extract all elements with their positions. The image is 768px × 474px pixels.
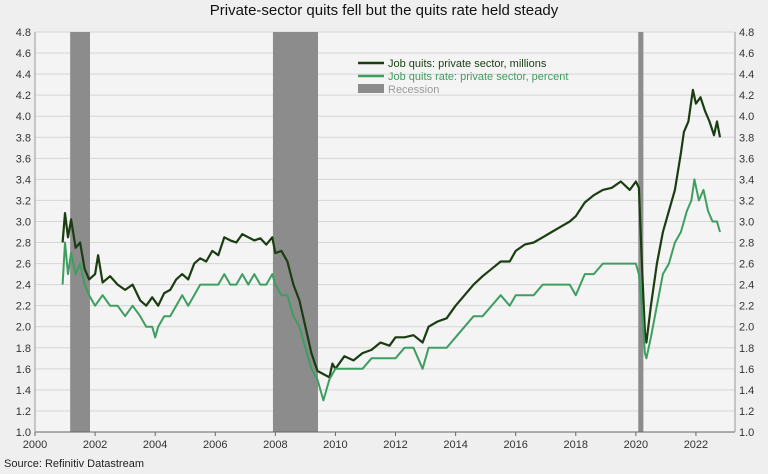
y-tick-label-right: 4.4 [739, 69, 754, 81]
y-tick-label-left: 2.4 [16, 280, 31, 292]
y-tick-label-right: 2.0 [739, 322, 754, 334]
y-tick-label-left: 1.6 [16, 364, 31, 376]
recession-band [272, 32, 319, 432]
legend-label-3: Recession [388, 84, 439, 96]
y-tick-label-right: 2.8 [739, 238, 754, 250]
y-tick-label-right: 1.0 [739, 427, 754, 439]
y-tick-label-left: 4.0 [16, 111, 31, 123]
y-tick-label-left: 1.4 [16, 385, 31, 397]
x-tick-label: 2006 [203, 439, 227, 451]
y-tick-label-right: 1.4 [739, 385, 754, 397]
source-note: Source: Refinitiv Datastream [4, 458, 144, 470]
y-tick-label-right: 3.8 [739, 132, 754, 144]
y-tick-label-right: 2.6 [739, 259, 754, 271]
x-tick-label: 2010 [323, 439, 347, 451]
y-tick-label-left: 2.6 [16, 259, 31, 271]
x-tick-label: 2016 [503, 439, 527, 451]
x-tick-label: 2002 [83, 439, 107, 451]
y-tick-label-left: 2.0 [16, 322, 31, 334]
y-tick-label-left: 3.2 [16, 195, 31, 207]
y-tick-label-right: 3.0 [739, 216, 754, 228]
legend-swatch-recession [358, 84, 384, 93]
x-tick-label: 2004 [143, 439, 167, 451]
x-tick-label: 2022 [684, 439, 708, 451]
y-tick-label-right: 3.6 [739, 153, 754, 165]
y-tick-label-right: 1.2 [739, 406, 754, 418]
series-line-1 [61, 88, 722, 379]
y-tick-label-right: 4.6 [739, 48, 754, 60]
y-tick-label-left: 3.0 [16, 216, 31, 228]
grid-lines [35, 31, 735, 433]
axes: 1.0 1.0 1.2 1.2 1.4 1.4 1.6 1.6 1.8 1.8 2.0 2.0 2.2 2… [16, 27, 755, 451]
y-tick-label-left: 3.8 [16, 132, 31, 144]
series-line-2 [61, 178, 721, 402]
y-tick-label-left: 2.8 [16, 238, 31, 250]
y-tick-label-left: 2.2 [16, 301, 31, 313]
y-tick-label-right: 3.2 [739, 195, 754, 207]
y-tick-label-right: 1.8 [739, 343, 754, 355]
x-tick-label: 2014 [443, 439, 467, 451]
x-tick-label: 2008 [263, 439, 287, 451]
recession-band [70, 32, 90, 432]
x-tick-label: 2020 [624, 439, 648, 451]
y-tick-label-right: 4.8 [739, 27, 754, 39]
y-tick-label-left: 1.0 [16, 427, 31, 439]
y-tick-label-right: 2.4 [739, 280, 754, 292]
y-tick-label-right: 4.2 [739, 90, 754, 102]
chart-title: Private-sector quits fell but the quits … [209, 2, 559, 19]
y-tick-label-left: 4.2 [16, 90, 31, 102]
x-tick-label: 2018 [564, 439, 588, 451]
y-tick-label-left: 1.8 [16, 343, 31, 355]
y-tick-label-right: 1.6 [739, 364, 754, 376]
y-tick-label-left: 4.6 [16, 48, 31, 60]
x-tick-label: 2000 [23, 439, 47, 451]
plot-background [35, 32, 735, 432]
y-tick-label-right: 3.4 [739, 174, 754, 186]
y-tick-label-left: 1.2 [16, 406, 31, 418]
y-tick-label-left: 3.6 [16, 153, 31, 165]
data-series [61, 88, 722, 402]
y-tick-label-right: 4.0 [739, 111, 754, 123]
y-tick-label-left: 4.4 [16, 69, 31, 81]
legend-label-1: Job quits: private sector, millions [388, 58, 547, 70]
x-tick-label: 2012 [383, 439, 407, 451]
y-tick-label-left: 3.4 [16, 174, 31, 186]
legend-label-2: Job quits rate: private sector, percent [388, 71, 568, 83]
y-tick-label-left: 4.8 [16, 27, 31, 39]
y-tick-label-right: 2.2 [739, 301, 754, 313]
